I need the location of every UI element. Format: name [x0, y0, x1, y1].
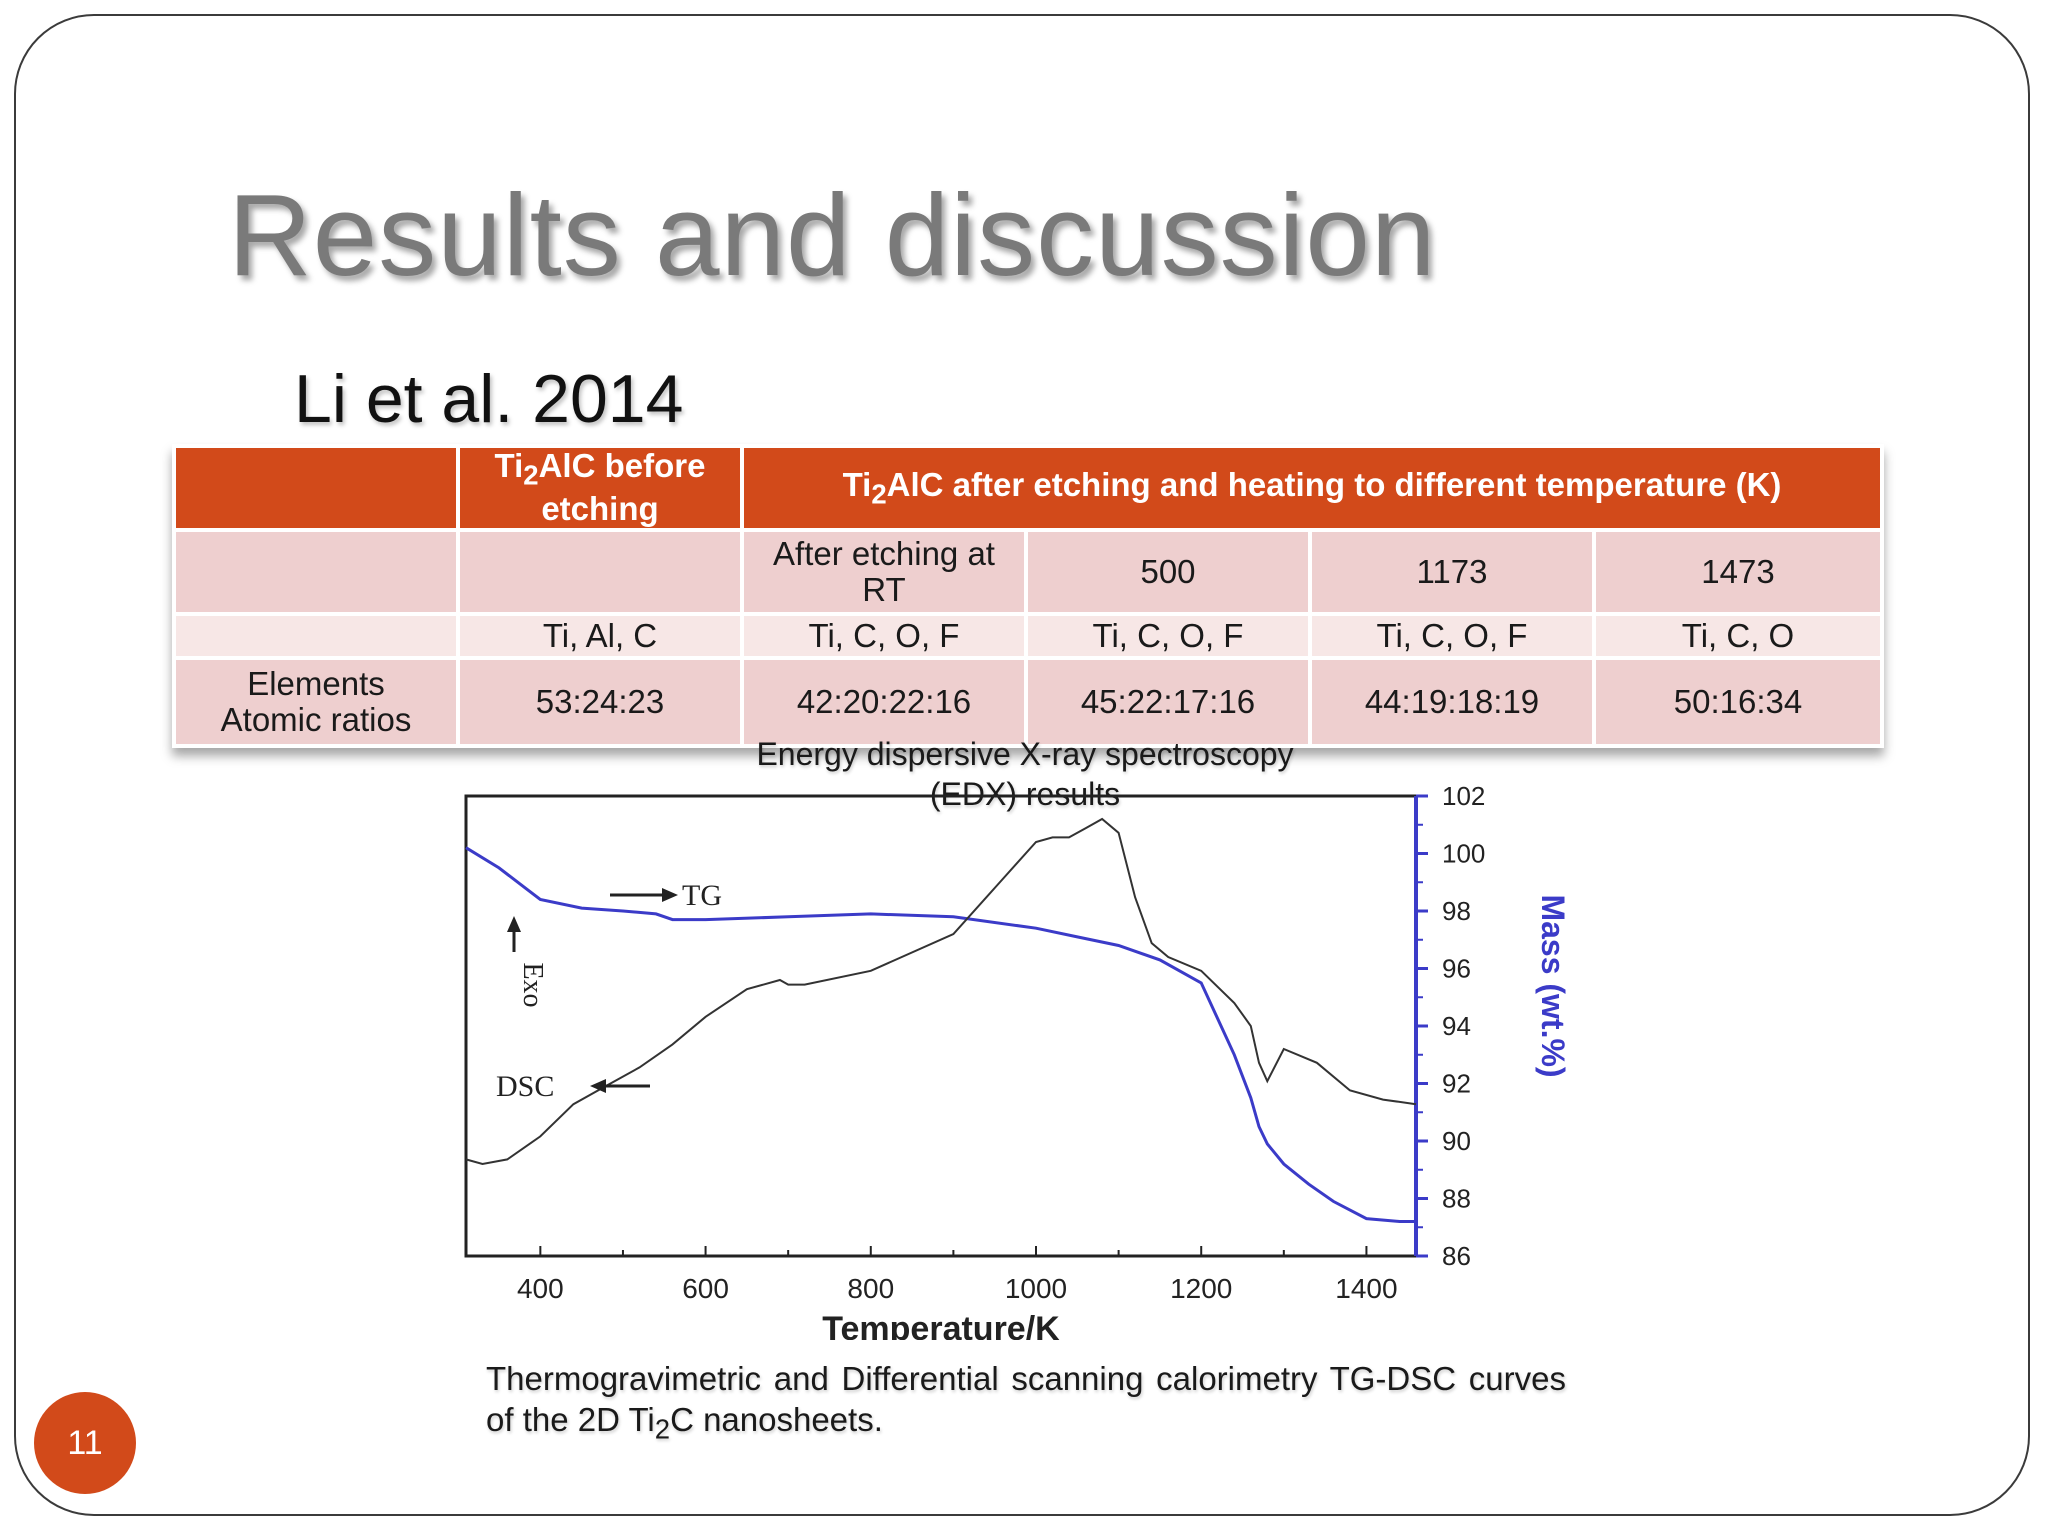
tg-annotation: TG	[682, 879, 722, 912]
table-row: Elements Atomic ratios 53:24:23 42:20:22:…	[172, 656, 1885, 748]
figure-caption: Thermogravimetric and Differential scann…	[486, 1360, 1566, 1445]
table-row: Ti, Al, C Ti, C, O, F Ti, C, O, F Ti, C,…	[172, 612, 1885, 660]
table-cell	[456, 528, 744, 616]
table-cell: 42:20:22:16	[740, 656, 1028, 748]
table-header-row: Ti2AlC before etching Ti2AlC after etchi…	[172, 444, 1885, 532]
plot-frame	[464, 794, 1418, 1258]
table-cell	[172, 612, 460, 660]
y2-tick-label: 86	[1442, 1241, 1471, 1271]
header-before-etching: Ti2AlC before etching	[456, 444, 744, 532]
row-label-line2: Atomic ratios	[220, 701, 412, 738]
y2-tick-label: 102	[1442, 781, 1485, 811]
y2-tick-label: 98	[1442, 896, 1471, 926]
x-tick-label: 800	[847, 1273, 894, 1304]
table-cell: 53:24:23	[456, 656, 744, 748]
page-number-badge: 11	[34, 1392, 136, 1494]
y2-tick-label: 90	[1442, 1126, 1471, 1156]
table-cell: 50:16:34	[1591, 656, 1885, 748]
y2-tick-label: 88	[1442, 1184, 1471, 1214]
x-tick-label: 1400	[1335, 1273, 1397, 1304]
header-after-etching: Ti2AlC after etching and heating to diff…	[739, 444, 1885, 532]
table-cell: Ti, C, O, F	[1024, 612, 1312, 660]
table-cell: Ti, Al, C	[456, 612, 744, 660]
table-cell: 500	[1024, 528, 1312, 616]
row-label-line1: Elements	[247, 664, 385, 702]
table-cell: 44:19:18:19	[1308, 656, 1596, 748]
exo-arrow-head	[507, 916, 521, 932]
table-cell	[172, 528, 460, 616]
x-tick-label: 1200	[1170, 1273, 1232, 1304]
table-cell: 45:22:17:16	[1024, 656, 1312, 748]
series-line-dsc	[465, 817, 1417, 1166]
slide-title: Results and discussion	[228, 170, 1437, 300]
slide-subtitle: Li et al. 2014	[294, 361, 684, 437]
y2-tick-label: 94	[1442, 1011, 1471, 1041]
series-line-tg	[465, 846, 1416, 1223]
y2-tick-label: 96	[1442, 954, 1471, 984]
y2-tick-label: 100	[1442, 839, 1485, 869]
tg-dsc-chart: 400 600 800 1000 1200 1400 86 88 90 92 94 96 98 100 10…	[440, 780, 1600, 1348]
x-tick-label: 600	[682, 1273, 729, 1304]
row-label-cell: Elements Atomic ratios	[172, 656, 460, 748]
table-row: After etching at RT 500 1173 1473	[172, 528, 1885, 616]
dsc-arrow-head	[590, 1079, 606, 1093]
table-cell: 1173	[1308, 528, 1596, 616]
x-axis-label: Temperature/K	[822, 1310, 1060, 1340]
edx-results-table: Ti2AlC before etching Ti2AlC after etchi…	[172, 444, 1885, 748]
chart-svg: 400 600 800 1000 1200 1400 86 88 90 92 94 96 98 100 10…	[464, 781, 1571, 1348]
table-caption: Energy dispersive X-ray spectroscopy (ED…	[756, 736, 1294, 812]
x-tick-label: 400	[517, 1273, 564, 1304]
table-cell: Ti, C, O, F	[740, 612, 1028, 660]
table-cell: Ti, C, O, F	[1308, 612, 1596, 660]
table-cell: 1473	[1591, 528, 1885, 616]
table-cell: Ti, C, O	[1591, 612, 1885, 660]
tg-arrow-head	[662, 888, 678, 902]
y2-tick-label: 92	[1442, 1069, 1471, 1099]
slide-frame	[14, 14, 2030, 1516]
exo-annotation: Exo	[517, 962, 548, 1007]
x-tick-label: 1000	[1005, 1273, 1067, 1304]
table-cell: After etching at RT	[740, 528, 1028, 616]
y2-axis-label: Mass (wt.%)	[1535, 894, 1571, 1077]
header-empty-cell	[172, 444, 460, 532]
dsc-annotation: DSC	[496, 1070, 554, 1103]
